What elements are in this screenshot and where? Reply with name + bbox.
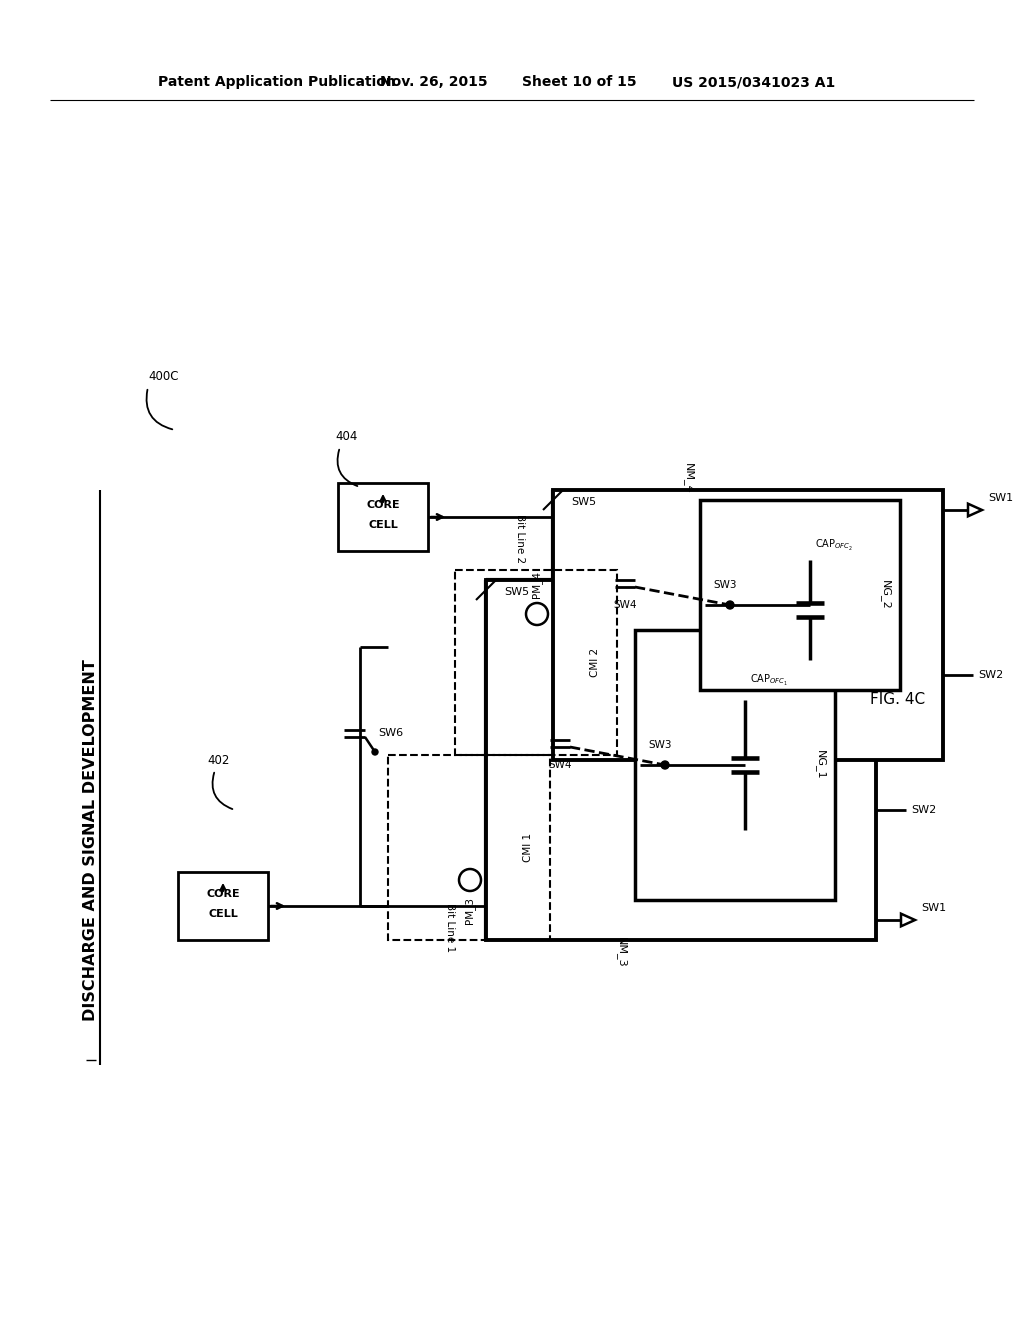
Text: SW4: SW4 [548,760,571,770]
Text: PM_4: PM_4 [531,570,543,598]
Bar [455,570,617,755]
Text: CORE: CORE [367,500,399,510]
Circle shape [662,762,669,770]
Text: SW2: SW2 [978,671,1004,680]
Text: CAP$_{OFC_1}$: CAP$_{OFC_1}$ [750,672,788,688]
Text: 400C: 400C [148,371,178,384]
Circle shape [726,601,734,609]
Bar [635,630,835,900]
Text: SW3: SW3 [648,741,672,750]
Text: SW1: SW1 [921,903,946,913]
Text: Sheet 10 of 15: Sheet 10 of 15 [522,75,637,88]
Text: SW2: SW2 [911,805,936,814]
Text: SW6: SW6 [378,729,403,738]
Bar [700,500,900,690]
Text: FIG. 4C: FIG. 4C [870,693,925,708]
Text: SW3: SW3 [714,579,736,590]
Text: NG_1: NG_1 [814,750,825,780]
Text: CELL: CELL [208,909,238,919]
Text: 402: 402 [207,754,229,767]
Text: SW4: SW4 [613,601,637,610]
Text: Bit Line 1: Bit Line 1 [445,903,455,953]
Text: US 2015/0341023 A1: US 2015/0341023 A1 [672,75,836,88]
Bar [553,490,943,760]
Text: SW1: SW1 [988,492,1013,503]
Text: DISCHARGE AND SIGNAL DEVELOPMENT: DISCHARGE AND SIGNAL DEVELOPMENT [84,659,98,1020]
Text: SW5: SW5 [504,587,529,597]
Text: SW5: SW5 [571,498,596,507]
Text: CAP$_{OFC_2}$: CAP$_{OFC_2}$ [815,537,853,553]
Text: Bit Line 2: Bit Line 2 [515,515,525,564]
Bar [178,873,268,940]
Bar [486,579,876,940]
Text: Patent Application Publication: Patent Application Publication [158,75,395,88]
Text: PM_3: PM_3 [465,896,475,924]
Text: Nov. 26, 2015: Nov. 26, 2015 [380,75,487,88]
Text: NM_3: NM_3 [615,937,627,968]
Text: CORE: CORE [206,888,240,899]
Text: CELL: CELL [368,520,398,531]
Bar [338,483,428,550]
Text: CMI 1: CMI 1 [523,833,534,862]
Bar [388,755,550,940]
Circle shape [372,748,378,755]
Text: 404: 404 [335,430,357,444]
Text: CMI 2: CMI 2 [590,648,600,677]
Text: NG_2: NG_2 [880,579,891,610]
Text: NM_4: NM_4 [683,462,693,494]
